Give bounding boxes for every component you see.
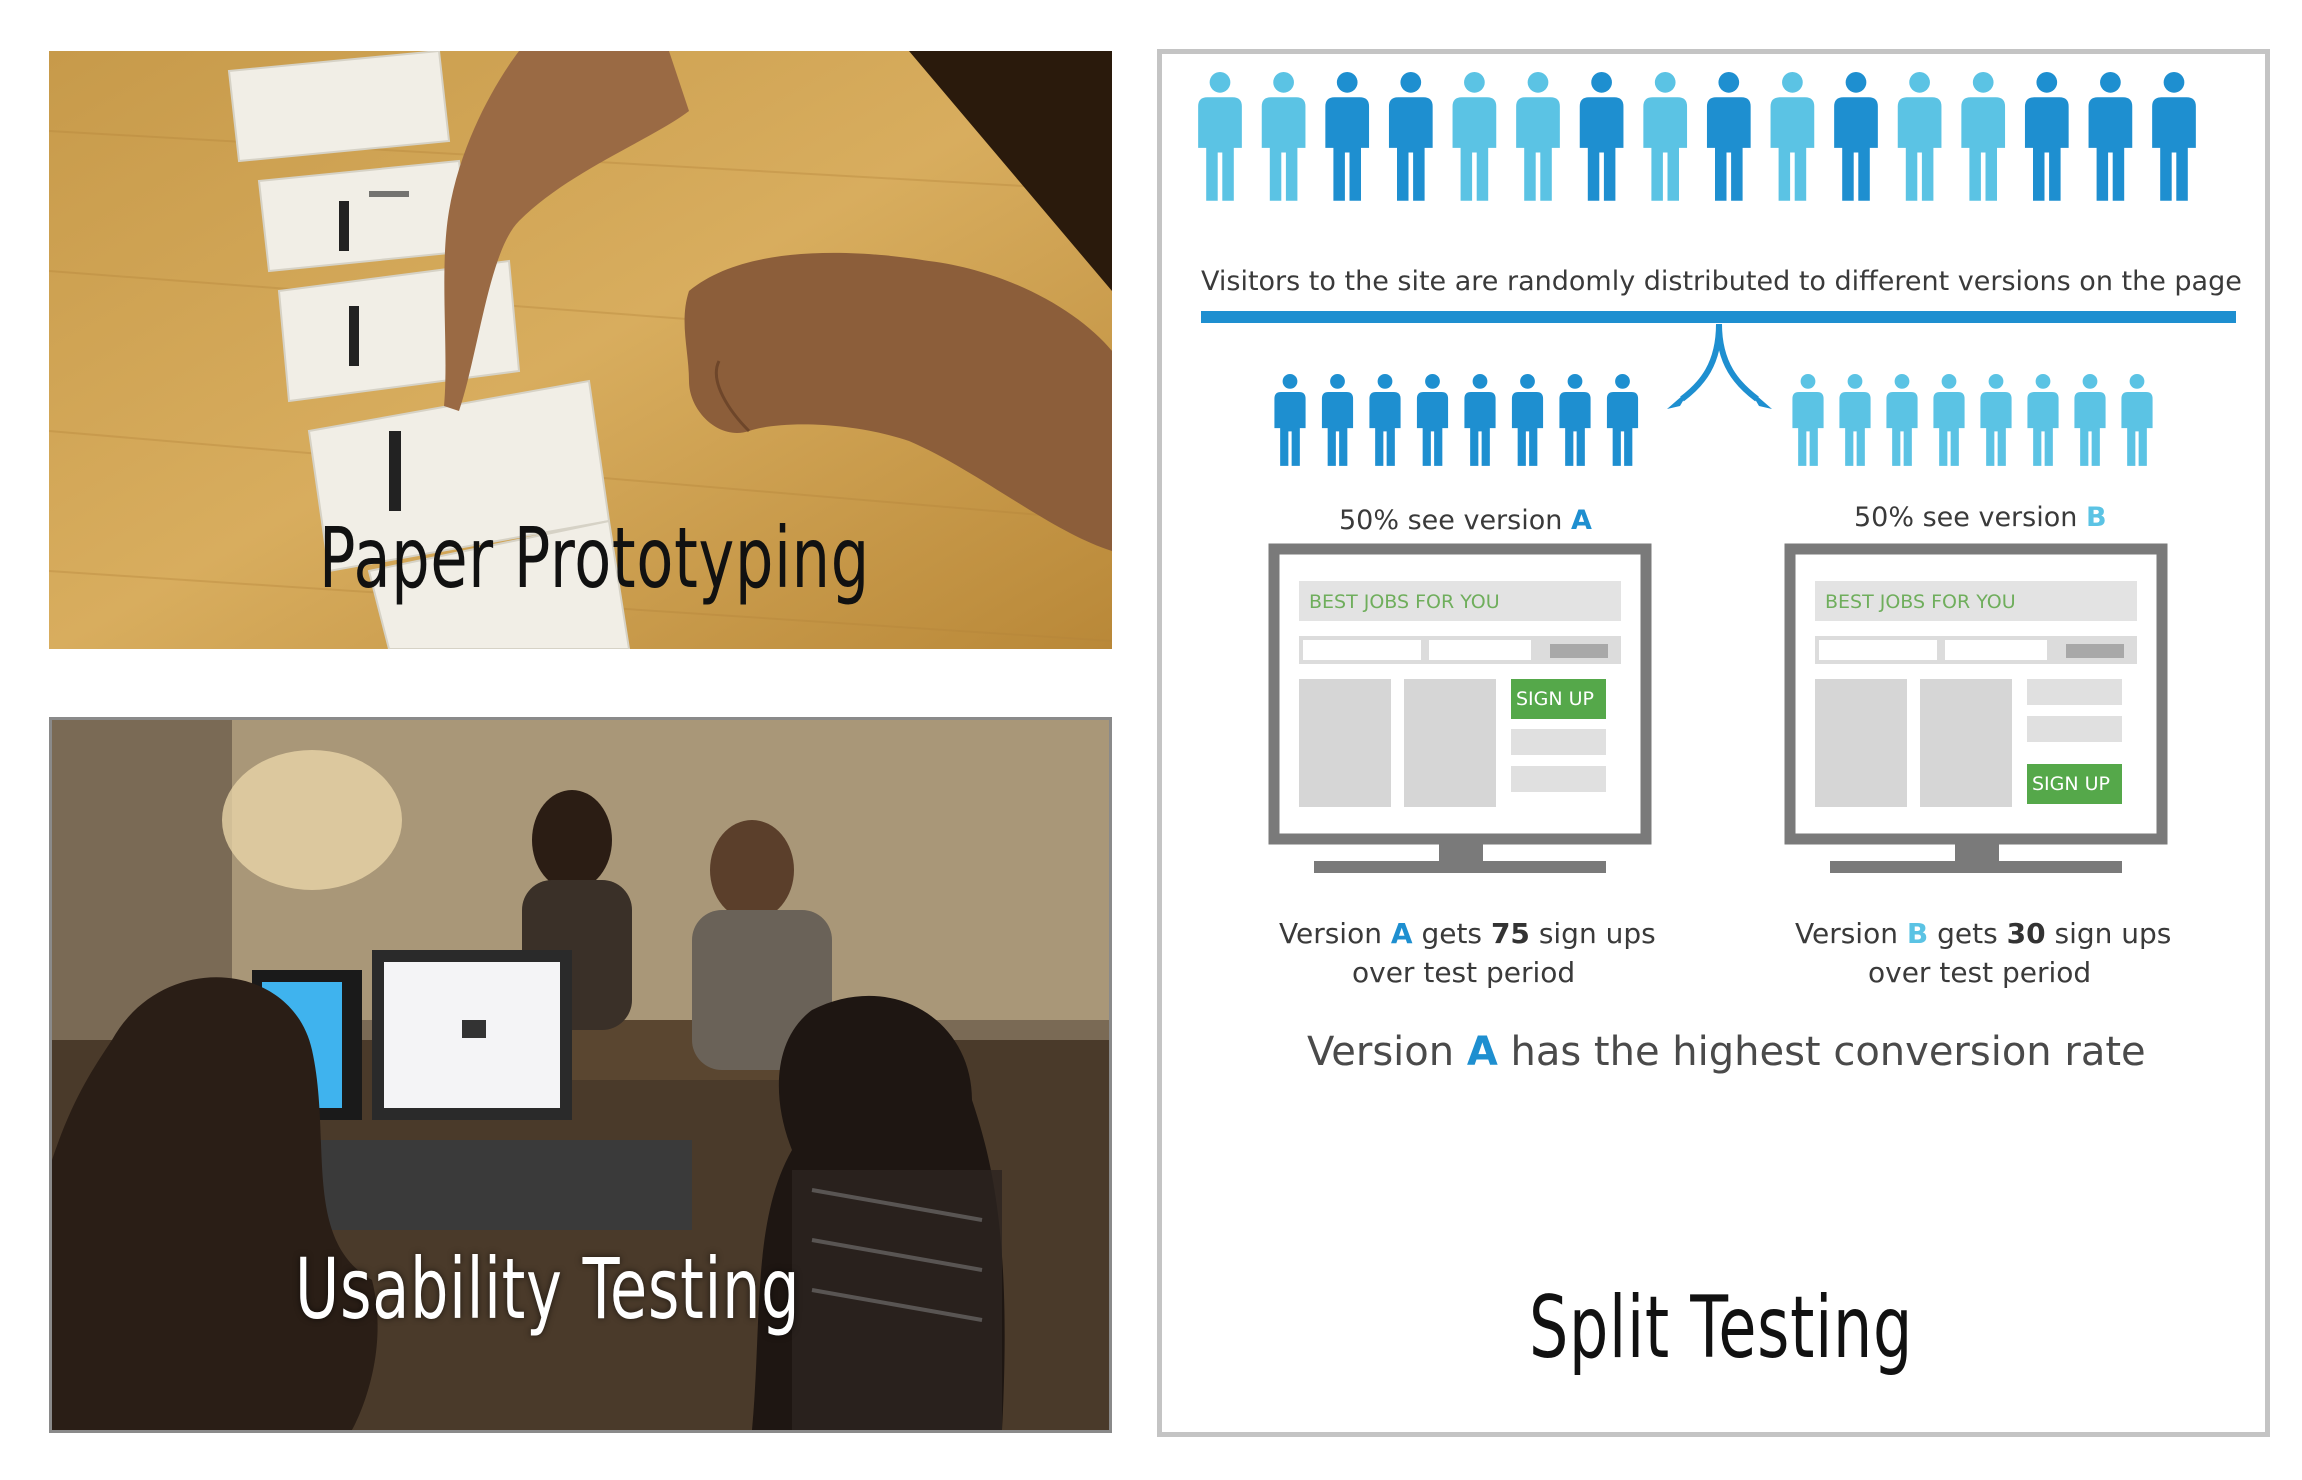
version-a-monitor-icon: [1268, 543, 1652, 873]
conclusion-letter: A: [1466, 1029, 1498, 1075]
version-a-result-letter: A: [1390, 917, 1413, 950]
conclusion-suffix: has the highest conversion rate: [1510, 1029, 2146, 1075]
person-icon: [1834, 72, 1878, 201]
version-a-result-suffix: sign ups: [1538, 917, 1656, 950]
version-a-result-prefix: Version: [1279, 917, 1382, 950]
version-b-monitor-icon: [1784, 543, 2168, 873]
person-icon: [1198, 72, 1242, 201]
person-icon: [1606, 374, 1639, 466]
version-b-result-letter: B: [1906, 917, 1929, 950]
usability-testing-scene: [52, 720, 1109, 1430]
visitors-distribution-text: Visitors to the site are randomly distri…: [1201, 266, 2242, 297]
person-icon: [1579, 72, 1624, 201]
version-a-result: Version A gets 75 sign ups: [1279, 917, 1656, 950]
version-a-signup-button: [1511, 679, 1606, 719]
paper-prototyping-caption: Paper Prototyping: [319, 509, 870, 607]
version-a-result-mid: gets: [1421, 917, 1483, 950]
version-b-result: Version B gets 30 sign ups: [1795, 917, 2171, 950]
person-icon: [2121, 374, 2153, 466]
split-testing-caption: Split Testing: [1529, 1278, 1914, 1378]
split-testing-graphics: [1198, 72, 2236, 873]
paper-prototyping-scene: [49, 51, 1112, 649]
person-icon: [1770, 72, 1815, 201]
person-icon: [1643, 72, 1688, 201]
version-b-signup-button: [2027, 764, 2122, 804]
person-icon: [2088, 72, 2133, 201]
person-icon: [1464, 374, 1496, 466]
version-b-signup-label: SIGN UP: [2032, 773, 2111, 795]
conclusion-text: Version A has the highest conversion rat…: [1307, 1029, 2146, 1075]
conclusion-prefix: Version: [1307, 1029, 1455, 1075]
person-icon: [1897, 72, 1942, 201]
version-b-result-mid: gets: [1937, 917, 1998, 950]
person-icon: [1706, 72, 1751, 201]
person-icon: [1274, 374, 1306, 466]
person-icon: [1839, 374, 1871, 466]
version-a-mock-title: BEST JOBS FOR YOU: [1309, 591, 1500, 613]
version-a-signup-count: 75: [1490, 917, 1530, 950]
person-icon: [1325, 72, 1370, 201]
person-icon: [1559, 374, 1591, 466]
person-icon: [1886, 374, 1918, 466]
person-icon: [1792, 374, 1824, 466]
person-icon: [1369, 374, 1401, 466]
person-icon: [1516, 72, 1560, 201]
version-b-people-row: [1792, 374, 2153, 466]
version-b-signup-count: 30: [2006, 917, 2046, 950]
person-icon: [1452, 72, 1497, 201]
person-icon: [1388, 72, 1433, 201]
version-a-signup-label: SIGN UP: [1516, 688, 1595, 710]
person-icon: [1980, 374, 2012, 466]
version-b-mock-title: BEST JOBS FOR YOU: [1825, 591, 2016, 613]
version-a-people-row: [1274, 374, 1639, 466]
person-icon: [1261, 72, 1306, 201]
person-icon: [2074, 374, 2106, 466]
split-arrow-icon: [1667, 323, 1772, 409]
version-a-result-line2: over test period: [1352, 956, 1576, 989]
person-icon: [2152, 72, 2196, 201]
paper-prototyping-photo: Paper Prototyping: [49, 51, 1112, 649]
usability-testing-caption: Usability Testing: [295, 1240, 801, 1338]
version-b-letter: B: [2085, 502, 2107, 533]
version-b-label: 50% see version B: [1854, 502, 2107, 533]
person-icon: [1511, 374, 1544, 466]
version-a-label: 50% see version A: [1339, 505, 1592, 536]
distribution-bar: [1201, 311, 2236, 323]
person-icon: [1961, 72, 2006, 201]
version-a-letter: A: [1570, 505, 1592, 536]
version-b-result-prefix: Version: [1795, 917, 1898, 950]
version-a-label-prefix: 50% see version: [1339, 505, 1563, 536]
person-icon: [1933, 374, 1965, 466]
version-b-label-prefix: 50% see version: [1854, 502, 2078, 533]
person-icon: [2027, 374, 2059, 466]
version-b-result-suffix: sign ups: [2054, 917, 2172, 950]
split-testing-infographic: Visitors to the site are randomly distri…: [1157, 49, 2270, 1437]
person-icon: [2024, 72, 2069, 201]
version-b-result-line2: over test period: [1868, 956, 2092, 989]
person-icon: [1321, 374, 1354, 466]
visitor-people-row: [1198, 72, 2196, 201]
person-icon: [1416, 374, 1449, 466]
usability-testing-photo: Usability Testing: [49, 717, 1112, 1433]
